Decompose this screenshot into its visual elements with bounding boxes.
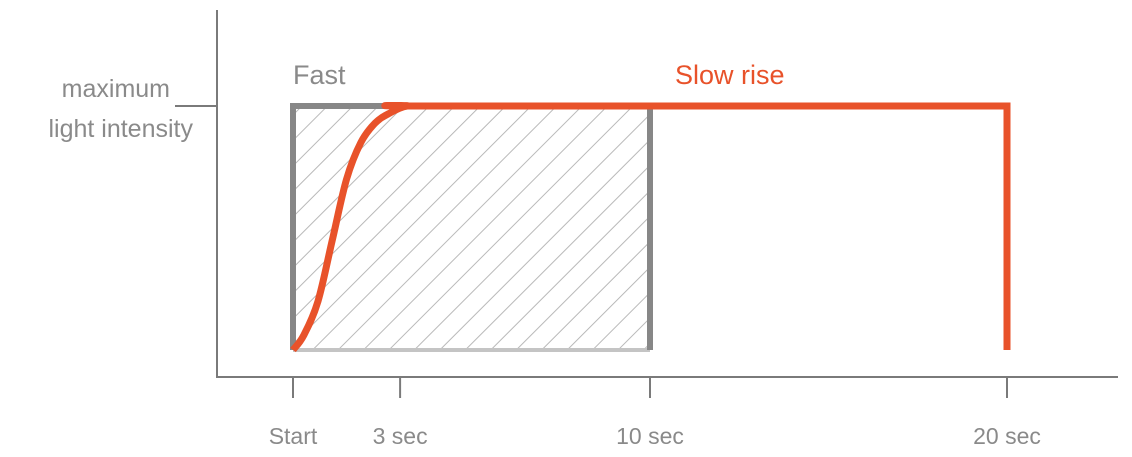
series-fast: Fast [290, 60, 653, 352]
x-tick-labels: Start 3 sec 10 sec 20 sec [269, 423, 1041, 449]
series-label-fast: Fast [293, 60, 346, 90]
x-ticks [292, 377, 1008, 398]
fast-hatched-area [293, 106, 650, 350]
series-slow-rise: Slow rise [290, 60, 1011, 353]
y-tick-label-line-1: maximum [62, 75, 170, 103]
x-tick-label-start: Start [269, 423, 318, 449]
slow-rise-line [290, 101, 1011, 353]
y-tick-label-line-2: light intensity [48, 115, 193, 143]
series-label-slow-rise: Slow rise [675, 60, 785, 90]
x-tick-label-10-sec: 10 sec [616, 423, 684, 449]
x-tick-label-20-sec: 20 sec [973, 423, 1041, 449]
x-tick-label-3-sec: 3 sec [373, 423, 428, 449]
